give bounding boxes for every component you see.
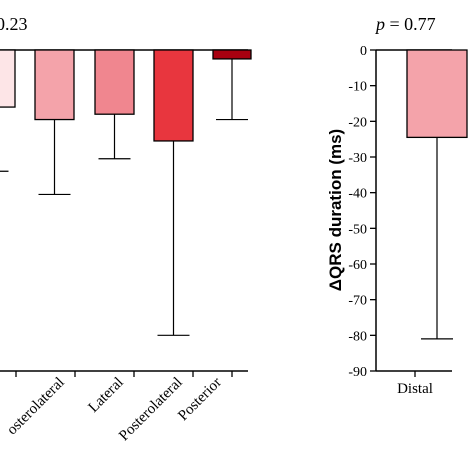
left-bar	[153, 49, 194, 142]
p-symbol: p	[374, 14, 385, 34]
right-y-tick-label: -70	[348, 294, 367, 309]
y-axis-label: ΔQRS duration (ms)	[326, 129, 345, 291]
left-category-label: Lateral	[85, 375, 126, 416]
left-category-label: osterolateral	[4, 375, 68, 439]
p-value: = 0.77	[385, 14, 436, 34]
left-bar	[34, 49, 75, 121]
left-bar	[94, 49, 135, 115]
right-y-tick-label: -60	[348, 258, 367, 273]
left-category-label: Posterolateral	[116, 375, 186, 445]
right-y-tick-label: -50	[348, 222, 367, 237]
right-category-label: Distal	[397, 381, 433, 397]
right-y-tick-label: -40	[348, 187, 367, 202]
right-y-tick-label: -90	[348, 365, 367, 380]
right-y-tick-label: -10	[348, 80, 367, 95]
left-chart: osterolateral LateralPosterolateralPoster…	[0, 49, 252, 445]
left-category-label: Posterior	[175, 375, 225, 425]
left-annotation: 0.23	[0, 14, 28, 34]
right-y-tick-label: 0	[360, 44, 367, 59]
left-bar	[212, 49, 252, 60]
right-y-tick-label: -30	[348, 151, 367, 166]
left-bar	[0, 49, 16, 108]
right-bar	[406, 49, 468, 139]
right-chart: 0 -10 -20 -30 -40 -50 -60 -70 -80 -90 Distal	[348, 44, 468, 397]
right-y-tick-label: -20	[348, 115, 367, 130]
right-annotation: p = 0.77	[374, 14, 436, 34]
right-y-tick-label: -80	[348, 329, 367, 344]
